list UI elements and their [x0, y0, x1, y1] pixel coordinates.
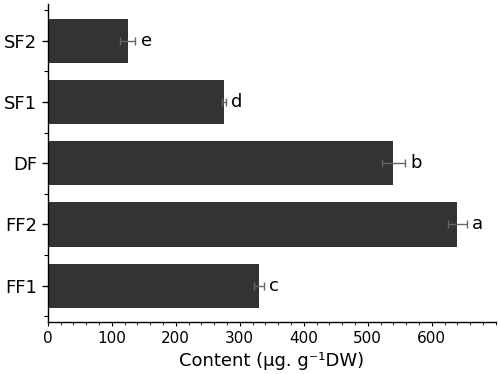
Bar: [48, 202, 458, 246]
Text: c: c: [269, 277, 279, 295]
Bar: [48, 141, 394, 185]
Bar: [48, 264, 259, 308]
X-axis label: Content (μg. g⁻¹DW): Content (μg. g⁻¹DW): [179, 352, 364, 370]
Text: d: d: [231, 93, 242, 111]
Bar: [48, 19, 128, 63]
Bar: [48, 80, 224, 124]
Text: e: e: [140, 32, 151, 50]
Text: b: b: [410, 154, 422, 172]
Text: a: a: [472, 215, 484, 233]
